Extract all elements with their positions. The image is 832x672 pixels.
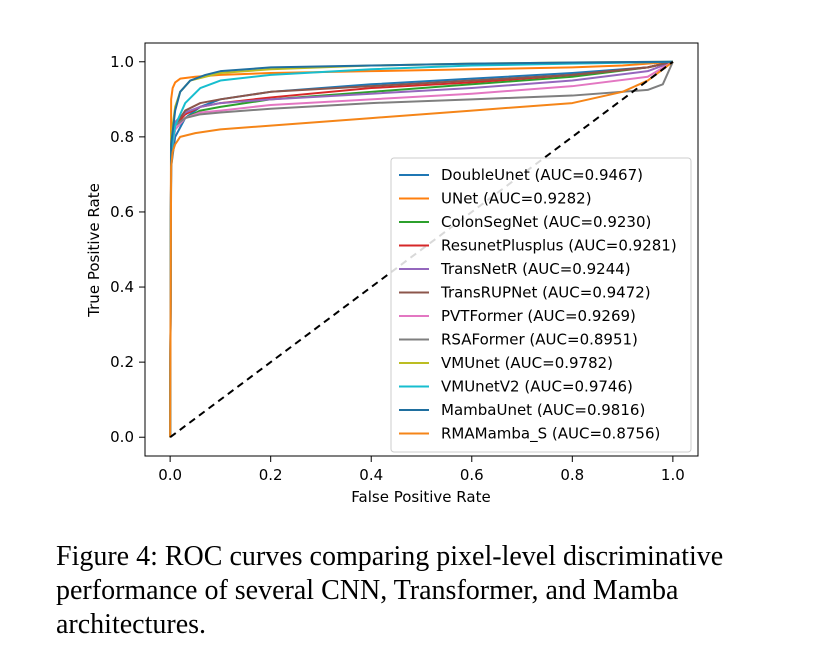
- legend-label: MambaUnet (AUC=0.9816): [441, 401, 645, 419]
- y-tick-label: 1.0: [110, 53, 134, 71]
- legend-box: [390, 157, 692, 453]
- x-axis-ticks: 0.0 0.2 0.4 0.6 0.8 1.0: [158, 456, 685, 484]
- legend-label: UNet (AUC=0.9282): [441, 190, 592, 208]
- legend-label: ResunetPlusplus (AUC=0.9281): [441, 237, 677, 255]
- y-tick-label: 0.8: [110, 128, 134, 146]
- y-tick-label: 0.4: [110, 278, 134, 296]
- legend-label: DoubleUnet (AUC=0.9467): [441, 166, 643, 184]
- legend-label: TransRUPNet (AUC=0.9472): [440, 284, 651, 302]
- x-tick-label: 0.0: [158, 466, 182, 484]
- legend-label: RSAFormer (AUC=0.8951): [441, 331, 638, 349]
- legend-label: RMAMamba_S (AUC=0.8756): [441, 425, 660, 444]
- plot-frame: [144, 42, 699, 457]
- roc-curves: [169, 60, 674, 438]
- roc-curve-series-1: [169, 60, 673, 438]
- x-tick-label: 0.4: [359, 466, 383, 484]
- legend: DoubleUnet (AUC=0.9467) UNet (AUC=0.9282)…: [390, 157, 692, 453]
- legend-label: VMUnet (AUC=0.9782): [441, 354, 613, 372]
- y-tick-label: 0.2: [110, 353, 134, 371]
- x-axis-label: False Positive Rate: [351, 488, 490, 506]
- x-tick-label: 0.6: [460, 466, 484, 484]
- y-axis-ticks: 0.0 0.2 0.4 0.6 0.8 1.0: [110, 53, 145, 446]
- roc-curve-series-9: [169, 60, 673, 438]
- y-tick-label: 0.6: [110, 203, 134, 221]
- y-tick-label: 0.0: [110, 428, 134, 446]
- x-tick-label: 0.2: [259, 466, 283, 484]
- figure-caption: Figure 4: ROC curves comparing pixel-lev…: [56, 541, 724, 640]
- roc-curve-series-10: [169, 60, 673, 438]
- roc-curve-series-11: [169, 60, 674, 438]
- legend-label: PVTFormer (AUC=0.9269): [441, 307, 636, 325]
- y-axis-label: True Positive Rate: [85, 183, 103, 318]
- legend-label: ColonSegNet (AUC=0.9230): [441, 213, 651, 231]
- x-tick-label: 0.8: [560, 466, 584, 484]
- legend-label: TransNetR (AUC=0.9244): [440, 260, 631, 278]
- x-tick-label: 1.0: [661, 466, 685, 484]
- legend-label: VMUnetV2 (AUC=0.9746): [441, 378, 633, 396]
- roc-chart: 0.0 0.2 0.4 0.6 0.8 1.0 0.0 0.2 0.4 0.6 0.8 1.0 Fa…: [85, 42, 699, 506]
